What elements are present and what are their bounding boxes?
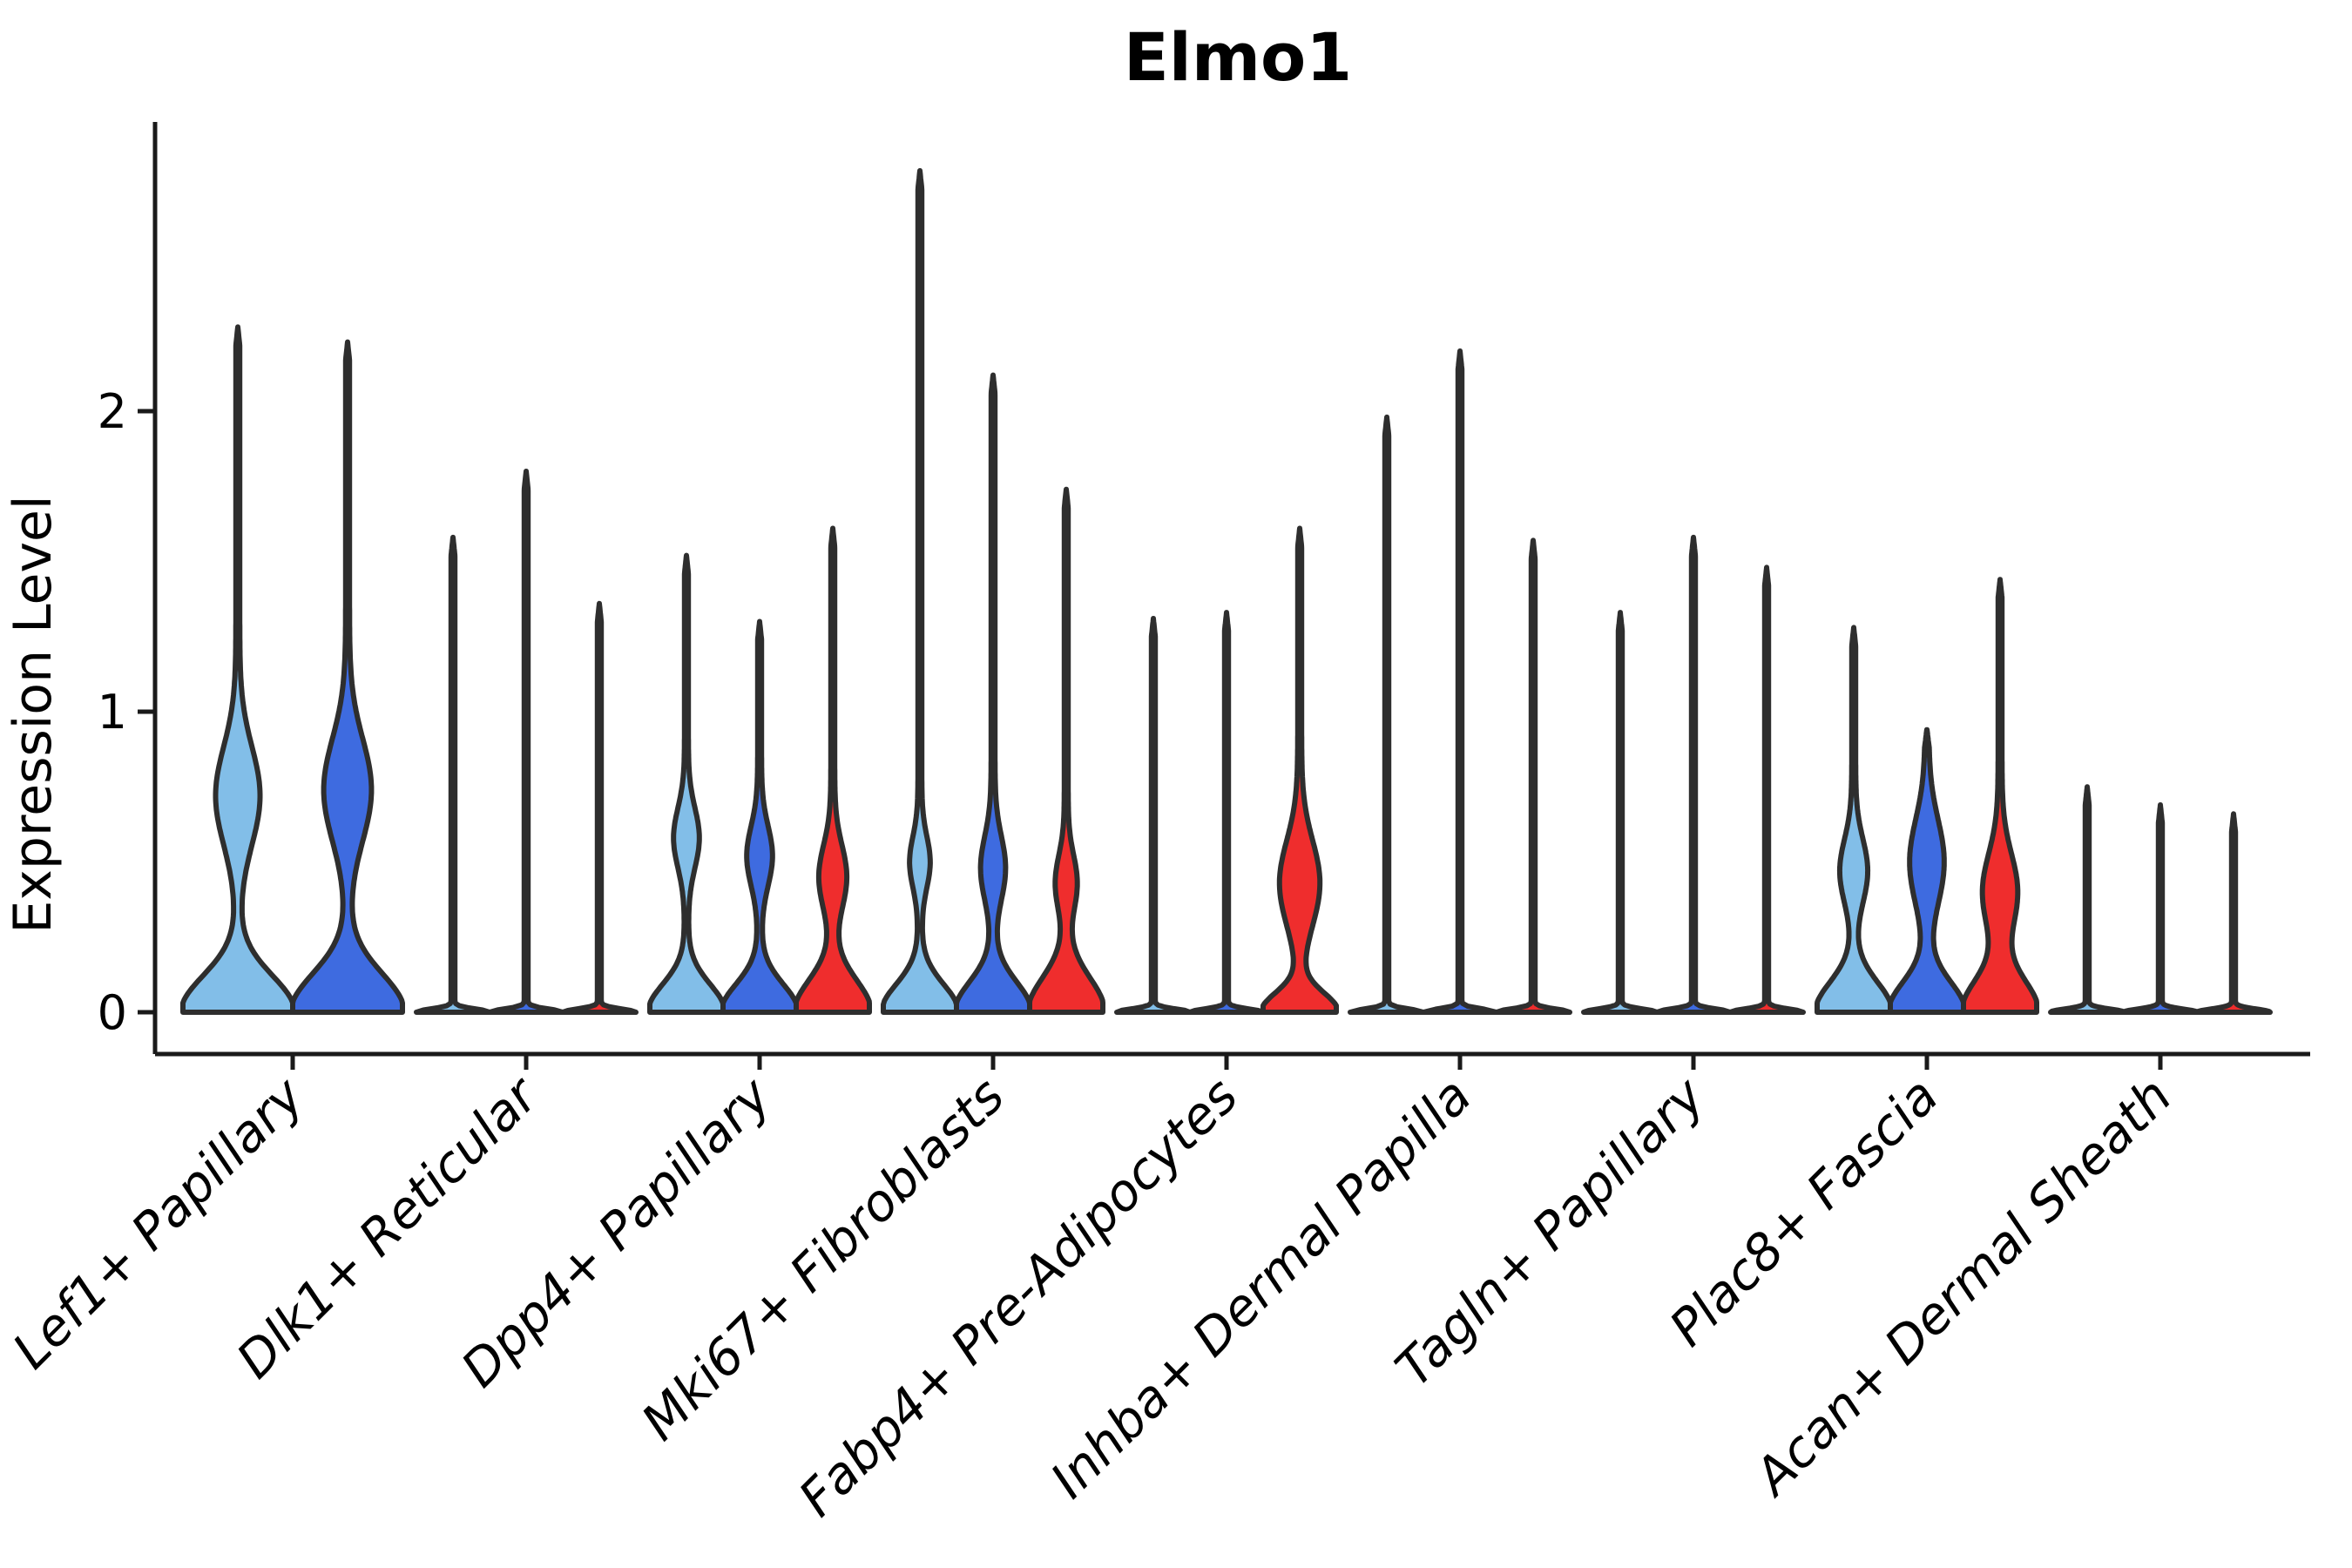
violin-plac8-dark-blue (1888, 727, 1966, 1015)
violin-mki67-light-blue (881, 168, 959, 1015)
violin-dpp4-dark-blue (720, 618, 799, 1015)
violin-inhba-light-blue (1348, 414, 1426, 1015)
violin-dlk1-dark-blue (487, 469, 565, 1015)
violin-dpp4-light-blue (647, 552, 726, 1015)
x-tick-label-4: Fabp4+ Pre-Adipocytes (787, 1066, 1249, 1528)
axis-spines (152, 122, 2310, 1057)
violin-acan-red (2194, 811, 2273, 1015)
violin-tagln-red (1727, 564, 1806, 1015)
y-axis-ticks: 0 1 2 (98, 384, 155, 1040)
violin-plac8-light-blue (1815, 625, 1893, 1015)
violin-tagln-dark-blue (1654, 534, 1733, 1015)
violin-fabp4-light-blue (1114, 616, 1193, 1015)
violin-acan-dark-blue (2121, 802, 2200, 1015)
violin-dlk1-light-blue (414, 534, 492, 1015)
x-axis-ticks (290, 1054, 2163, 1070)
x-tick-label-5: Inhba+ Dermal Papilla (1039, 1066, 1483, 1510)
violin-lef1-light-blue (180, 324, 295, 1015)
y-axis-label: Expression Level (3, 495, 64, 933)
violin-dlk1-red (560, 600, 639, 1015)
violin-plac8-red (1961, 577, 2039, 1015)
violin-fabp4-dark-blue (1187, 610, 1266, 1015)
violin-acan-light-blue (2048, 784, 2126, 1015)
y-tick-label-2: 2 (98, 384, 127, 439)
violin-tagln-light-blue (1581, 610, 1659, 1015)
violin-mki67-red (1027, 486, 1105, 1015)
violin-inhba-dark-blue (1421, 348, 1499, 1015)
plot-title: Elmo1 (1124, 18, 1352, 96)
violin-mki67-dark-blue (954, 372, 1032, 1015)
violin-layer (180, 168, 2273, 1015)
y-tick-label-1: 1 (98, 685, 127, 740)
y-tick-label-0: 0 (98, 985, 127, 1040)
violin-dpp4-red (794, 525, 872, 1015)
violin-lef1-dark-blue (290, 339, 405, 1015)
x-tick-label-8: Acan+ Dermal Sheath (1740, 1066, 2183, 1509)
violin-inhba-red (1494, 537, 1572, 1015)
violin-fabp4-red (1260, 525, 1339, 1015)
